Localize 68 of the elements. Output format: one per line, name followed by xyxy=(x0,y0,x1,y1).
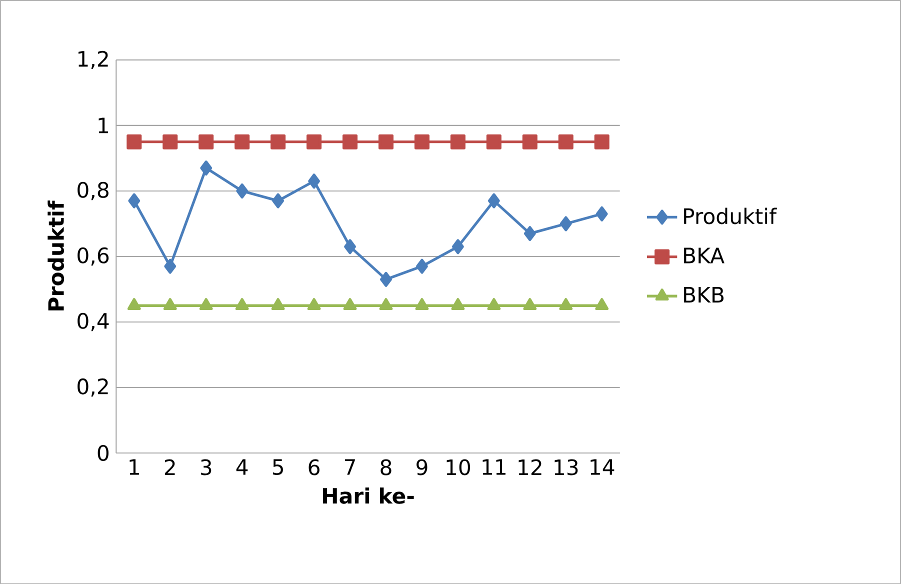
point xyxy=(272,193,284,208)
legend-label: BKA xyxy=(684,248,724,264)
x-tick-label: 3 xyxy=(200,459,212,476)
x-tick-label: 10 xyxy=(446,459,470,476)
x-tick-label: 4 xyxy=(236,459,248,475)
x-tick-label: 14 xyxy=(590,459,614,475)
x-tick-label: 7 xyxy=(345,459,355,475)
point xyxy=(306,134,322,150)
point xyxy=(559,298,573,310)
x-tick-label: 8 xyxy=(380,459,392,476)
point xyxy=(126,134,142,150)
x-tick-label: 9 xyxy=(416,459,428,476)
point xyxy=(595,298,609,310)
point xyxy=(307,298,321,310)
point xyxy=(235,298,249,310)
point xyxy=(452,239,464,254)
point xyxy=(271,298,285,310)
point xyxy=(342,134,358,150)
point xyxy=(378,134,394,150)
y-tick-label: 0,6 xyxy=(78,247,109,266)
point xyxy=(343,298,357,310)
point xyxy=(344,239,356,254)
point xyxy=(234,134,250,150)
legend-label: BKB xyxy=(684,286,724,302)
point xyxy=(415,298,429,310)
y-tick-label: 0 xyxy=(98,444,109,461)
point xyxy=(163,298,177,310)
point xyxy=(488,193,500,208)
y-tick-label: 1,2 xyxy=(78,50,108,69)
point xyxy=(270,134,286,150)
x-tick-label: 13 xyxy=(554,459,578,476)
y-tick-label: 0,4 xyxy=(78,312,109,331)
point xyxy=(164,258,176,274)
point xyxy=(414,134,430,150)
point xyxy=(487,298,501,310)
point xyxy=(451,298,465,310)
point xyxy=(560,216,572,232)
x-tick-label: 1 xyxy=(130,459,139,475)
y-axis-title: Produktif xyxy=(48,200,64,310)
x-tick-label: 11 xyxy=(482,459,506,475)
point xyxy=(127,298,141,310)
point xyxy=(524,226,536,241)
point xyxy=(200,160,212,176)
point xyxy=(198,134,214,150)
point xyxy=(594,134,610,150)
point xyxy=(162,134,178,150)
x-tick-label: 5 xyxy=(272,459,283,475)
point xyxy=(128,193,140,208)
point xyxy=(523,298,537,310)
x-axis-title: Hari ke- xyxy=(323,487,414,504)
point xyxy=(558,134,574,150)
point xyxy=(416,258,428,274)
x-tick-label: 6 xyxy=(308,459,320,476)
y-tick-label: 0,8 xyxy=(78,182,108,200)
x-tick-label: 12 xyxy=(518,459,542,475)
point xyxy=(596,206,608,222)
point xyxy=(450,134,466,150)
point xyxy=(379,298,393,310)
point xyxy=(236,183,248,198)
legend-label: Produktif xyxy=(684,208,777,224)
point xyxy=(522,134,538,150)
point xyxy=(199,298,213,310)
point xyxy=(308,174,320,189)
point xyxy=(380,272,392,287)
y-tick-label: 0,2 xyxy=(78,378,108,396)
y-tick-label: 1 xyxy=(98,118,108,134)
x-tick-label: 2 xyxy=(164,459,175,475)
point xyxy=(486,134,502,150)
